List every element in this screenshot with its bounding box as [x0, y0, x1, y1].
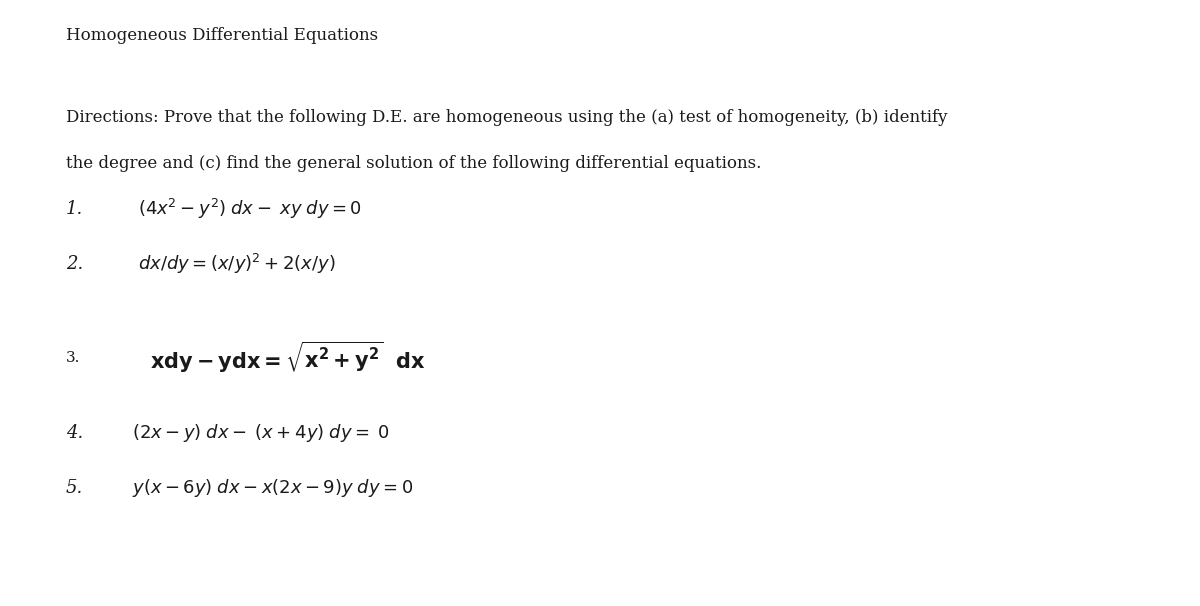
Text: $dx/dy=(x/y)^2+2(x/y)$: $dx/dy=(x/y)^2+2(x/y)$: [138, 251, 336, 276]
Text: Directions: Prove that the following D.E. are homogeneous using the (a) test of : Directions: Prove that the following D.E…: [66, 109, 948, 126]
Text: $(4x^2-y^2)\;dx-\;xy\;dy=0$: $(4x^2-y^2)\;dx-\;xy\;dy=0$: [138, 197, 362, 221]
Text: $y(x-6y)\;dx-x(2x-9)y\;dy=0$: $y(x-6y)\;dx-x(2x-9)y\;dy=0$: [132, 477, 413, 499]
Text: Homogeneous Differential Equations: Homogeneous Differential Equations: [66, 27, 378, 44]
Text: 4.: 4.: [66, 424, 83, 442]
Text: $\mathbf{xdy-ydx=\sqrt{x^2+y^2}\ \ dx}$: $\mathbf{xdy-ydx=\sqrt{x^2+y^2}\ \ dx}$: [150, 340, 425, 375]
Text: $(2x-y)\;dx-\;(x+4y)\;dy=\;0$: $(2x-y)\;dx-\;(x+4y)\;dy=\;0$: [132, 422, 390, 444]
Text: 5.: 5.: [66, 479, 83, 497]
Text: 2.: 2.: [66, 255, 83, 273]
Text: the degree and (c) find the general solution of the following differential equat: the degree and (c) find the general solu…: [66, 155, 761, 171]
Text: 1.: 1.: [66, 200, 83, 218]
Text: 3.: 3.: [66, 350, 80, 365]
